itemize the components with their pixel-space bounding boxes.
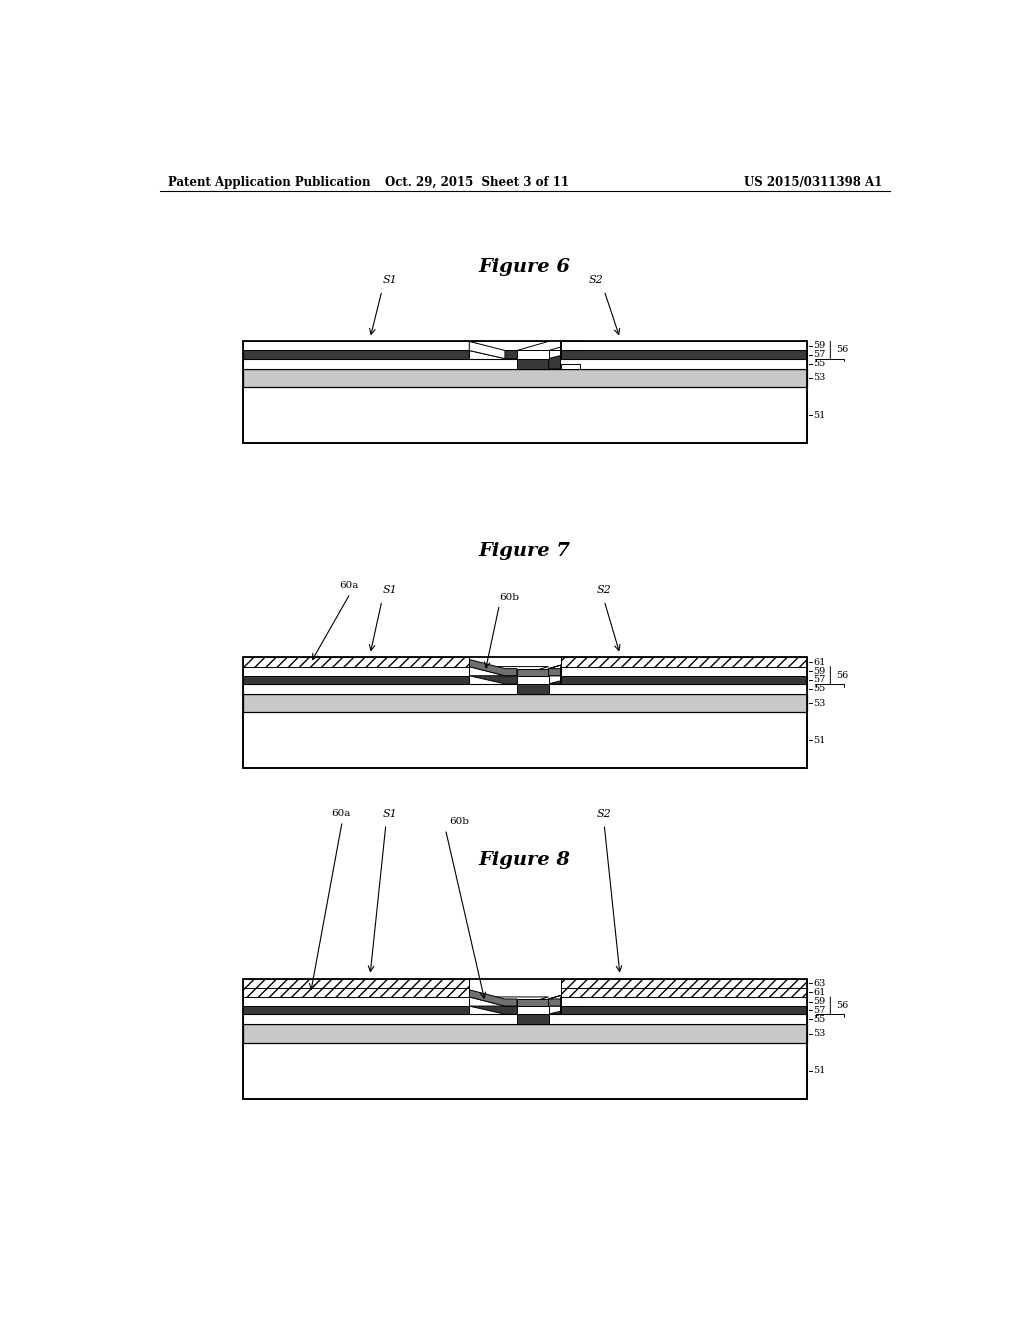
Text: 60a: 60a [331,809,350,818]
Text: 57: 57 [813,350,825,359]
Polygon shape [549,660,581,676]
Polygon shape [517,351,549,359]
Text: 51: 51 [813,735,825,744]
Polygon shape [469,342,505,359]
Bar [560,997,807,1006]
Polygon shape [469,997,549,1006]
Text: 53: 53 [813,374,825,383]
Text: 51: 51 [813,411,825,420]
Bar [243,657,469,667]
Bar [560,342,807,351]
Text: 57: 57 [813,676,825,684]
Polygon shape [469,667,549,676]
Text: S2: S2 [597,809,611,818]
Text: 60b: 60b [500,593,519,602]
Text: 57: 57 [813,1006,825,1015]
Bar [243,978,807,1098]
Polygon shape [517,999,549,1006]
Polygon shape [549,676,581,684]
Bar [243,387,807,444]
Text: 60b: 60b [450,817,469,826]
Bar [243,1043,807,1098]
Bar [243,978,469,987]
Text: 56: 56 [836,346,848,355]
Bar [560,351,807,359]
Text: 51: 51 [813,1067,825,1074]
Text: 61: 61 [813,987,825,997]
Polygon shape [517,359,549,368]
Polygon shape [549,997,581,1006]
Polygon shape [549,351,581,368]
Text: Oct. 29, 2015  Sheet 3 of 11: Oct. 29, 2015 Sheet 3 of 11 [385,177,569,189]
Bar [243,660,469,667]
Text: 60a: 60a [339,581,358,590]
Text: 53: 53 [813,698,825,708]
Text: 59: 59 [813,342,825,350]
Text: 56: 56 [836,671,848,680]
Bar [243,1024,807,1043]
Bar [243,368,807,387]
Polygon shape [469,342,549,351]
Text: Figure 6: Figure 6 [479,259,570,276]
Bar [243,342,807,444]
Text: 55: 55 [813,685,825,693]
Bar [243,359,807,368]
Bar [243,684,807,694]
Bar [560,987,807,997]
Bar [560,978,807,987]
Polygon shape [469,676,549,684]
Text: S2: S2 [597,586,611,595]
Text: 63: 63 [813,978,825,987]
Bar [560,667,807,676]
Polygon shape [469,990,517,1006]
Bar [560,1006,807,1014]
Text: 55: 55 [813,1015,825,1024]
Text: US 2015/0311398 A1: US 2015/0311398 A1 [743,177,882,189]
Text: 59: 59 [813,667,825,676]
Polygon shape [469,351,549,359]
Bar [243,987,469,997]
Bar [243,1014,807,1024]
Text: 53: 53 [813,1030,825,1038]
Polygon shape [469,660,517,676]
Text: S2: S2 [589,276,603,285]
Polygon shape [517,669,549,676]
Bar [243,997,469,1006]
Text: Patent Application Publication: Patent Application Publication [168,177,371,189]
Text: S1: S1 [383,276,397,285]
Bar [243,990,469,997]
Text: Figure 7: Figure 7 [479,541,570,560]
Text: Figure 8: Figure 8 [479,850,570,869]
Bar [560,676,807,684]
Bar [243,713,807,768]
Polygon shape [517,1006,549,1014]
Bar [243,1006,469,1014]
Polygon shape [469,1006,549,1014]
Polygon shape [517,684,549,694]
Bar [560,657,807,667]
Polygon shape [549,990,581,1006]
Text: 59: 59 [813,997,825,1006]
Bar [243,351,469,359]
Text: 56: 56 [836,1001,848,1010]
Polygon shape [517,1014,549,1024]
Text: S1: S1 [383,809,397,818]
Polygon shape [549,667,581,676]
Bar [243,694,807,713]
Bar [243,342,469,351]
Text: 61: 61 [813,657,825,667]
Polygon shape [549,342,581,351]
Bar [243,676,469,684]
Polygon shape [517,676,549,684]
Bar [243,657,807,768]
Polygon shape [549,1006,581,1014]
Text: 55: 55 [813,359,825,368]
Bar [243,667,469,676]
Bar [560,364,581,368]
Text: S1: S1 [383,586,397,595]
